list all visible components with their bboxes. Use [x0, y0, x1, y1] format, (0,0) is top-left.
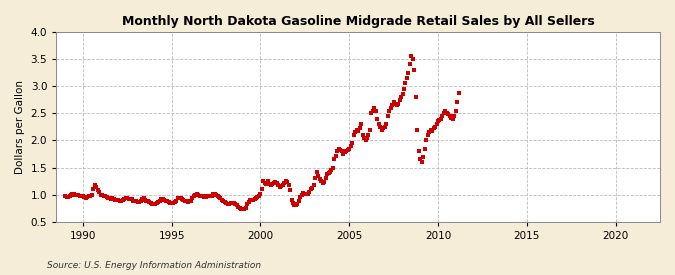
Text: Source: U.S. Energy Information Administration: Source: U.S. Energy Information Administ… [47, 260, 261, 270]
Title: Monthly North Dakota Gasoline Midgrade Retail Sales by All Sellers: Monthly North Dakota Gasoline Midgrade R… [122, 15, 595, 28]
Y-axis label: Dollars per Gallon: Dollars per Gallon [15, 80, 25, 174]
